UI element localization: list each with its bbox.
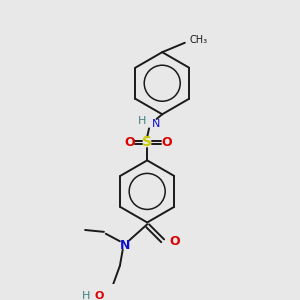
Text: O: O	[162, 136, 172, 149]
Text: N: N	[119, 238, 130, 251]
Text: O: O	[170, 235, 180, 248]
Text: S: S	[142, 136, 152, 149]
Text: H: H	[81, 291, 90, 300]
Text: CH₃: CH₃	[190, 35, 208, 45]
Text: H: H	[138, 116, 146, 126]
Text: O: O	[94, 291, 104, 300]
Text: N: N	[152, 119, 160, 129]
Text: O: O	[124, 136, 135, 149]
